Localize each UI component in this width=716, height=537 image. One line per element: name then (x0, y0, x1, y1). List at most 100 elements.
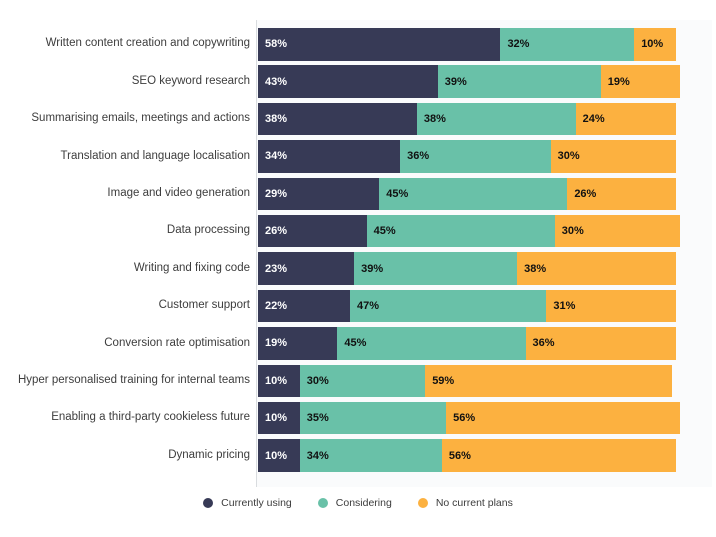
legend-dot (203, 498, 214, 508)
bar-segment-considering: 38% (416, 102, 576, 136)
bar-segment-value-label: 56% (448, 449, 471, 462)
bar-segment-value-label: 58% (265, 38, 288, 51)
bar-segment-currently-using: 38% (258, 102, 417, 136)
bar-segment-no-current-plans: 19% (600, 65, 681, 98)
bar-segment-considering: 45% (366, 214, 555, 248)
bar-segment-considering: 45% (337, 327, 526, 360)
category-label: SEO keyword research (131, 74, 250, 87)
bar-segment-value-label: 38% (265, 113, 288, 126)
category-label: Image and video generation (107, 187, 250, 200)
bar-segment-value-label: 38% (524, 262, 547, 275)
category-label: Enabling a third-party cookieless future (51, 411, 250, 424)
bar-track: 29% 45% 26% (258, 177, 676, 211)
bar-segment-currently-using: 10% (258, 401, 300, 435)
bar-segment-value-label: 19% (265, 337, 288, 350)
bar-segment-no-current-plans: 36% (525, 327, 676, 360)
bar-track: 38% 38% 24% (258, 102, 676, 136)
bar-segment-value-label: 39% (361, 262, 384, 275)
y-axis-line (256, 20, 257, 487)
category-label: Data processing (166, 224, 250, 237)
legend-item-currently-using: Currently using (203, 497, 292, 509)
bar-row: SEO keyword research 43% 39% 19% (0, 65, 716, 98)
bar-segment-value-label: 10% (265, 449, 288, 462)
bar-segment-value-label: 29% (265, 187, 288, 200)
bar-segment-value-label: 45% (344, 337, 367, 350)
bar-segment-value-label: 10% (265, 374, 288, 387)
bar-segment-value-label: 26% (265, 225, 288, 238)
bar-segment-value-label: 47% (356, 299, 379, 312)
bar-segment-value-label: 43% (265, 75, 288, 88)
bar-segment-value-label: 30% (561, 225, 584, 238)
bar-segment-value-label: 45% (373, 225, 396, 238)
chart-legend: Currently using Considering No current pla… (0, 497, 716, 509)
category-label: Translation and language localisation (60, 149, 250, 162)
bar-segment-value-label: 26% (574, 187, 597, 200)
bar-segment-no-current-plans: 26% (567, 177, 676, 211)
bar-row: Hyper personalised training for internal… (0, 364, 716, 398)
bar-segment-no-current-plans: 10% (634, 28, 676, 61)
bar-rows-container: Written content creation and copywriting… (0, 28, 716, 477)
bar-segment-value-label: 38% (423, 113, 446, 126)
bar-segment-currently-using: 23% (258, 252, 355, 285)
bar-segment-considering: 36% (400, 140, 551, 173)
bar-track: 23% 39% 38% (258, 252, 676, 285)
category-label: Customer support (158, 299, 250, 312)
bar-segment-value-label: 36% (407, 150, 430, 163)
bar-track: 58% 32% 10% (258, 28, 676, 61)
bar-row: Conversion rate optimisation 19% 45% 36% (0, 327, 716, 360)
bar-row: Enabling a third-party cookieless future… (0, 401, 716, 435)
bar-segment-currently-using: 34% (258, 140, 401, 173)
bar-segment-value-label: 31% (553, 299, 576, 312)
bar-segment-considering: 32% (500, 28, 635, 61)
bar-segment-no-current-plans: 31% (546, 289, 676, 323)
category-label: Hyper personalised training for internal… (17, 373, 250, 386)
bar-segment-value-label: 35% (306, 412, 329, 425)
bar-track: 34% 36% 30% (258, 140, 676, 173)
bar-segment-currently-using: 43% (258, 65, 438, 98)
category-label: Written content creation and copywriting (45, 37, 250, 50)
category-label: Writing and fixing code (133, 261, 250, 274)
bar-row: Image and video generation 29% 45% 26% (0, 177, 716, 211)
bar-segment-value-label: 34% (306, 449, 329, 462)
bar-segment-value-label: 24% (582, 113, 605, 126)
legend-item-considering: Considering (317, 497, 392, 509)
legend-label: No current plans (435, 497, 513, 509)
bar-segment-value-label: 10% (641, 38, 664, 51)
bar-segment-value-label: 30% (306, 374, 329, 387)
bar-segment-no-current-plans: 56% (441, 439, 676, 472)
bar-row: Writing and fixing code 23% 39% 38% (0, 252, 716, 285)
bar-segment-considering: 47% (349, 289, 547, 323)
bar-segment-value-label: 22% (265, 299, 288, 312)
bar-row: Summarising emails, meetings and actions… (0, 102, 716, 136)
bar-segment-no-current-plans: 59% (425, 364, 672, 398)
bar-track: 43% 39% 19% (258, 65, 681, 98)
bar-segment-value-label: 34% (265, 150, 288, 163)
bar-track: 10% 35% 56% (258, 401, 681, 435)
bar-segment-value-label: 10% (265, 412, 288, 425)
bar-track: 22% 47% 31% (258, 289, 676, 323)
category-label: Dynamic pricing (168, 448, 250, 461)
bar-segment-no-current-plans: 24% (575, 102, 676, 136)
legend-item-no-current-plans: No current plans (417, 497, 513, 509)
bar-row: Dynamic pricing 10% 34% 56% (0, 439, 716, 472)
bar-track: 10% 34% 56% (258, 439, 676, 472)
bar-segment-currently-using: 22% (258, 289, 350, 323)
bar-row: Written content creation and copywriting… (0, 28, 716, 61)
bar-row: Translation and language localisation 34%… (0, 140, 716, 173)
bar-segment-currently-using: 29% (258, 177, 380, 211)
bar-segment-no-current-plans: 38% (517, 252, 676, 285)
bar-segment-currently-using: 26% (258, 214, 367, 248)
bar-segment-currently-using: 19% (258, 327, 338, 360)
bar-segment-value-label: 45% (386, 187, 409, 200)
bar-segment-considering: 39% (354, 252, 518, 285)
bar-segment-value-label: 39% (444, 75, 467, 88)
bar-row: Customer support 22% 47% 31% (0, 289, 716, 323)
bar-segment-considering: 34% (299, 439, 442, 472)
category-label: Conversion rate optimisation (104, 336, 250, 349)
bar-segment-considering: 35% (299, 401, 447, 435)
legend-dot (417, 498, 428, 508)
bar-track: 26% 45% 30% (258, 214, 681, 248)
legend-label: Currently using (221, 497, 292, 509)
bar-segment-considering: 30% (299, 364, 426, 398)
